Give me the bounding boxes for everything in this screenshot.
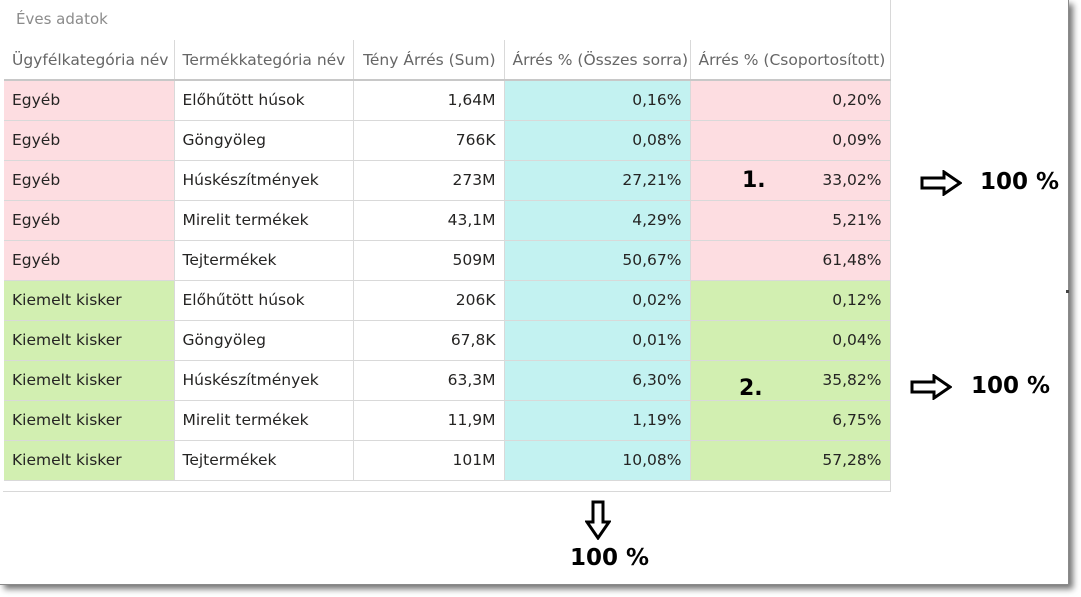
cell-margin-pct-all: 0,08% xyxy=(504,120,691,161)
cell-margin-pct-grouped: 33,02% xyxy=(690,160,891,201)
cell-margin-pct-grouped: 57,28% xyxy=(690,440,891,481)
cell-margin-pct-grouped: 35,82% xyxy=(690,360,891,401)
table-row: Egyéb Göngyöleg 766K 0,08% 0,09% xyxy=(4,120,891,161)
cell-customer-category: Egyéb xyxy=(4,120,175,161)
cell-margin-pct-grouped: 0,04% xyxy=(690,320,891,361)
visual-title: Éves adatok xyxy=(16,10,108,28)
cell-margin-sum: 101M xyxy=(353,440,505,481)
cell-margin-pct-grouped: 0,20% xyxy=(690,80,891,121)
table-row: Kiemelt kisker Tejtermékek 101M 10,08% 5… xyxy=(4,440,891,481)
cell-margin-pct-all: 6,30% xyxy=(504,360,691,401)
cell-product-category: Tejtermékek xyxy=(174,440,354,481)
column-header-margin-pct-grouped[interactable]: Árrés % (Csoportosított) xyxy=(690,40,891,81)
cell-margin-pct-all: 1,19% xyxy=(504,400,691,441)
cell-margin-pct-all: 27,21% xyxy=(504,160,691,201)
table-row: Kiemelt kisker Mirelit termékek 11,9M 1,… xyxy=(4,400,891,441)
group-marker-2: 2. xyxy=(739,376,763,401)
cell-customer-category: Kiemelt kisker xyxy=(4,440,175,481)
edge-mark xyxy=(1066,290,1069,293)
cell-margin-sum: 67,8K xyxy=(353,320,505,361)
cell-product-category: Göngyöleg xyxy=(174,320,354,361)
header-row: Ügyfélkategória név Termékkategória név … xyxy=(4,40,891,81)
arrow-right-icon xyxy=(910,374,952,400)
cell-customer-category: Kiemelt kisker xyxy=(4,360,175,401)
group-marker-1: 1. xyxy=(742,168,766,193)
cell-customer-category: Egyéb xyxy=(4,200,175,241)
cell-product-category: Göngyöleg xyxy=(174,120,354,161)
cell-customer-category: Kiemelt kisker xyxy=(4,400,175,441)
group-1-total-label: 100 % xyxy=(980,169,1060,195)
table-row: Kiemelt kisker Húskészítmények 63,3M 6,3… xyxy=(4,360,891,401)
table-row: Egyéb Húskészítmények 273M 27,21% 33,02% xyxy=(4,160,891,201)
cell-margin-pct-grouped: 5,21% xyxy=(690,200,891,241)
arrow-right-icon xyxy=(920,170,962,196)
cell-margin-sum: 206K xyxy=(353,280,505,321)
cell-margin-pct-all: 50,67% xyxy=(504,240,691,281)
cell-customer-category: Kiemelt kisker xyxy=(4,280,175,321)
cell-product-category: Mirelit termékek xyxy=(174,400,354,441)
table-row: Egyéb Előhűtött húsok 1,64M 0,16% 0,20% xyxy=(4,80,891,121)
cell-margin-pct-all: 4,29% xyxy=(504,200,691,241)
arrow-down-icon xyxy=(585,500,611,540)
cell-product-category: Előhűtött húsok xyxy=(174,280,354,321)
cell-product-category: Tejtermékek xyxy=(174,240,354,281)
cell-margin-pct-grouped: 0,09% xyxy=(690,120,891,161)
column-header-margin-sum[interactable]: Tény Árrés (Sum) xyxy=(353,40,505,81)
column-header-margin-pct-all[interactable]: Árrés % (Összes sorra) xyxy=(504,40,691,81)
cell-margin-sum: 766K xyxy=(353,120,505,161)
cell-margin-pct-all: 10,08% xyxy=(504,440,691,481)
cell-product-category: Húskészítmények xyxy=(174,360,354,401)
cell-margin-pct-all: 0,16% xyxy=(504,80,691,121)
cell-customer-category: Kiemelt kisker xyxy=(4,320,175,361)
cell-customer-category: Egyéb xyxy=(4,80,175,121)
cell-product-category: Mirelit termékek xyxy=(174,200,354,241)
table-visual: Éves adatok Ügyfélkategória név Termékka… xyxy=(3,0,891,492)
data-table: Ügyfélkategória név Termékkategória név … xyxy=(4,40,891,481)
column-header-product-category[interactable]: Termékkategória név xyxy=(174,40,354,81)
cell-margin-sum: 63,3M xyxy=(353,360,505,401)
group-2-total-label: 100 % xyxy=(971,373,1051,399)
table-row: Egyéb Tejtermékek 509M 50,67% 61,48% xyxy=(4,240,891,281)
cell-product-category: Előhűtött húsok xyxy=(174,80,354,121)
table-row: Egyéb Mirelit termékek 43,1M 4,29% 5,21% xyxy=(4,200,891,241)
cell-customer-category: Egyéb xyxy=(4,160,175,201)
cell-margin-pct-all: 0,02% xyxy=(504,280,691,321)
cell-margin-sum: 1,64M xyxy=(353,80,505,121)
cell-margin-sum: 11,9M xyxy=(353,400,505,441)
table-row: Kiemelt kisker Előhűtött húsok 206K 0,02… xyxy=(4,280,891,321)
cell-margin-pct-grouped: 61,48% xyxy=(690,240,891,281)
cell-margin-sum: 43,1M xyxy=(353,200,505,241)
cell-customer-category: Egyéb xyxy=(4,240,175,281)
cell-margin-pct-all: 0,01% xyxy=(504,320,691,361)
cell-margin-sum: 273M xyxy=(353,160,505,201)
table-row: Kiemelt kisker Göngyöleg 67,8K 0,01% 0,0… xyxy=(4,320,891,361)
cell-margin-sum: 509M xyxy=(353,240,505,281)
cell-margin-pct-grouped: 6,75% xyxy=(690,400,891,441)
cell-product-category: Húskészítmények xyxy=(174,160,354,201)
column-total-label: 100 % xyxy=(570,545,650,571)
column-header-customer-category[interactable]: Ügyfélkategória név xyxy=(4,40,175,81)
cell-margin-pct-grouped: 0,12% xyxy=(690,280,891,321)
